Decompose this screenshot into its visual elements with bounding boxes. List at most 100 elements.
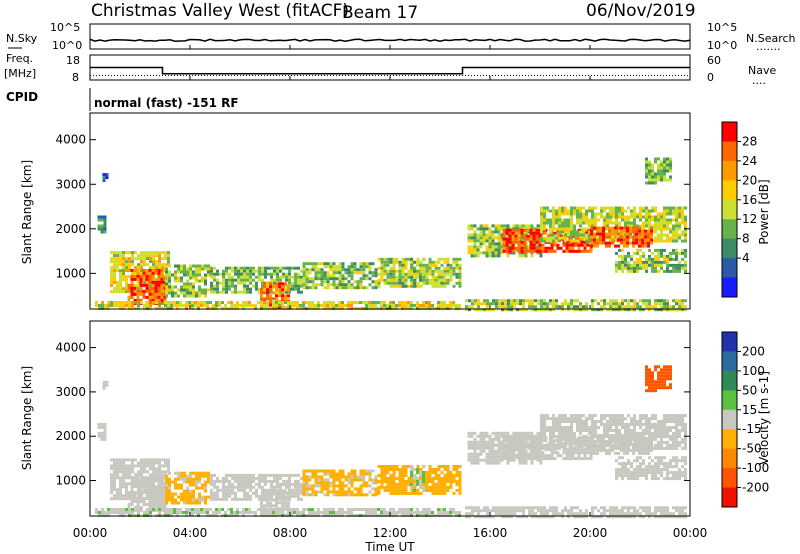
velocity-colorbar-tick-4: -15 xyxy=(742,422,762,436)
power-colorbar-outline xyxy=(721,121,738,298)
velocity-colorbar-swatch-7 xyxy=(722,468,737,489)
power-colorbar-tick-4: 12 xyxy=(742,212,757,226)
power-colorbar-tick-1: 24 xyxy=(742,154,757,168)
power-region-0 xyxy=(97,215,107,234)
power-colorbar-swatch-5 xyxy=(722,219,737,240)
freq-label: Freq. xyxy=(6,52,33,65)
power-colorbar-swatch-4 xyxy=(722,199,737,220)
power-ytick-label-2: 2000 xyxy=(55,222,86,236)
nave-label: Nave xyxy=(748,64,776,77)
velocity-ylabel: Slant Range [km] xyxy=(20,366,34,470)
power-ylabel: Slant Range [km] xyxy=(20,160,34,264)
cpid-label: CPID xyxy=(6,90,38,104)
power-colorbar-swatch-0 xyxy=(722,122,737,142)
velocity-colorbar-tick-1: 100 xyxy=(742,364,765,378)
velocity-region-17 xyxy=(465,506,687,519)
velocity-region-15 xyxy=(615,456,687,481)
xtick-label-4: 16:00 xyxy=(473,526,508,540)
power-colorbar-tick-0: 28 xyxy=(742,134,757,148)
vel-ytick-label-3: 1000 xyxy=(55,474,86,488)
power-colorbar-tick-5: 8 xyxy=(742,232,750,246)
power-ytick-label-3: 1000 xyxy=(55,266,86,280)
power-colorbar: 28 24 20 16 12 8 4 xyxy=(721,121,757,298)
velocity-colorbar-swatch-5 xyxy=(722,429,737,450)
beam-label: Beam 17 xyxy=(342,3,418,23)
xtick-label-6: 00:00 xyxy=(673,526,708,540)
velocity-colorbar-swatch-8 xyxy=(722,487,737,508)
velocity-region-4 xyxy=(165,471,210,505)
velocity-region-7 xyxy=(302,469,378,497)
power-colorbar-swatch-2 xyxy=(722,160,737,181)
velocity-region-0 xyxy=(97,422,107,441)
vel-ytick-label-0: 4000 xyxy=(55,341,86,355)
power-colorbar-swatch-7 xyxy=(722,258,737,279)
velocity-colorbar-tick-3: 15 xyxy=(742,403,757,417)
power-panel xyxy=(89,112,691,312)
nsky-line xyxy=(89,38,691,42)
power-region-17 xyxy=(465,299,687,312)
freq-tick-bottom: 8 xyxy=(72,71,79,84)
vel-ytick-label-1: 3000 xyxy=(55,385,86,399)
xtick-label-2: 08:00 xyxy=(273,526,308,540)
velocity-colorbar-swatch-4 xyxy=(722,409,737,430)
power-colorbar-swatch-1 xyxy=(722,141,737,162)
xtick-label-3: 12:00 xyxy=(373,526,408,540)
nave-legend: .... xyxy=(752,74,766,87)
freq-tick-top: 18 xyxy=(66,54,80,67)
power-region-15 xyxy=(615,248,687,273)
power-region-7 xyxy=(302,262,378,290)
velocity-colorbar-label: Velocity [m s-1] xyxy=(757,371,771,465)
power-region-1 xyxy=(102,173,109,183)
power-region-16 xyxy=(645,157,672,185)
velocity-colorbar-tick-2: 50 xyxy=(742,383,757,397)
velocity-colorbar-swatch-1 xyxy=(722,351,737,372)
date-label: 06/Nov/2019 xyxy=(586,1,696,21)
velocity-panel xyxy=(89,320,691,519)
power-ytick-label-0: 4000 xyxy=(55,133,86,147)
velocity-colorbar-tick-6: -100 xyxy=(742,461,769,475)
power-colorbar-tick-3: 16 xyxy=(742,193,757,207)
power-region-9 xyxy=(410,257,425,285)
velocity-region-3 xyxy=(127,476,167,512)
nsky-tick-top: 10^5 xyxy=(50,21,80,34)
velocity-colorbar-outline xyxy=(721,331,738,508)
velocity-colorbar: 200 100 50 15 -15 -50 -100 -200 xyxy=(721,331,769,508)
power-colorbar-label: Power [dB] xyxy=(757,179,771,244)
nsearch-legend: ....... xyxy=(756,40,780,53)
velocity-colorbar-swatch-6 xyxy=(722,448,737,469)
nsearch-tick-bottom: 10^0 xyxy=(707,39,737,52)
power-colorbar-swatch-6 xyxy=(722,238,737,259)
power-colorbar-tick-2: 20 xyxy=(742,173,757,187)
xtick-label-5: 20:00 xyxy=(573,526,608,540)
freq-panel: Freq. [MHz] 18 8 60 0 Nave .... xyxy=(4,52,776,87)
velocity-region-1 xyxy=(102,380,109,390)
velocity-region-9 xyxy=(410,465,425,492)
nsky-tick-bottom: 10^0 xyxy=(52,39,82,52)
vel-ytick-label-2: 2000 xyxy=(55,429,86,443)
velocity-colorbar-tick-7: -200 xyxy=(742,481,769,495)
freq-line xyxy=(90,66,690,75)
xlabel: Time UT xyxy=(364,540,415,554)
power-ytick-label-1: 3000 xyxy=(55,177,86,191)
power-colorbar-tick-6: 4 xyxy=(742,251,750,265)
nsky-panel: N.Sky 10^5 10^0 10^5 10^0 N.Search .....… xyxy=(6,21,796,53)
velocity-colorbar-swatch-3 xyxy=(722,390,737,411)
power-scatter xyxy=(95,157,687,312)
velocity-colorbar-swatch-0 xyxy=(722,332,737,352)
nsearch-label: N.Search xyxy=(746,32,796,45)
power-colorbar-swatch-8 xyxy=(722,277,737,298)
velocity-region-16 xyxy=(645,365,672,393)
power-region-14 xyxy=(590,226,653,248)
xtick-label-0: 00:00 xyxy=(73,526,108,540)
power-colorbar-swatch-3 xyxy=(722,180,737,201)
velocity-colorbar-tick-5: -50 xyxy=(742,442,762,456)
freq-unit: [MHz] xyxy=(4,67,36,80)
power-region-8 xyxy=(377,257,462,288)
velocity-region-14 xyxy=(590,434,653,455)
cpid-value: normal (fast) -151 RF xyxy=(94,96,239,110)
velocity-region-8 xyxy=(377,465,462,495)
radar-title: Christmas Valley West (fitACF) xyxy=(91,1,349,21)
velocity-scatter xyxy=(95,365,687,519)
velocity-colorbar-swatch-2 xyxy=(722,370,737,391)
